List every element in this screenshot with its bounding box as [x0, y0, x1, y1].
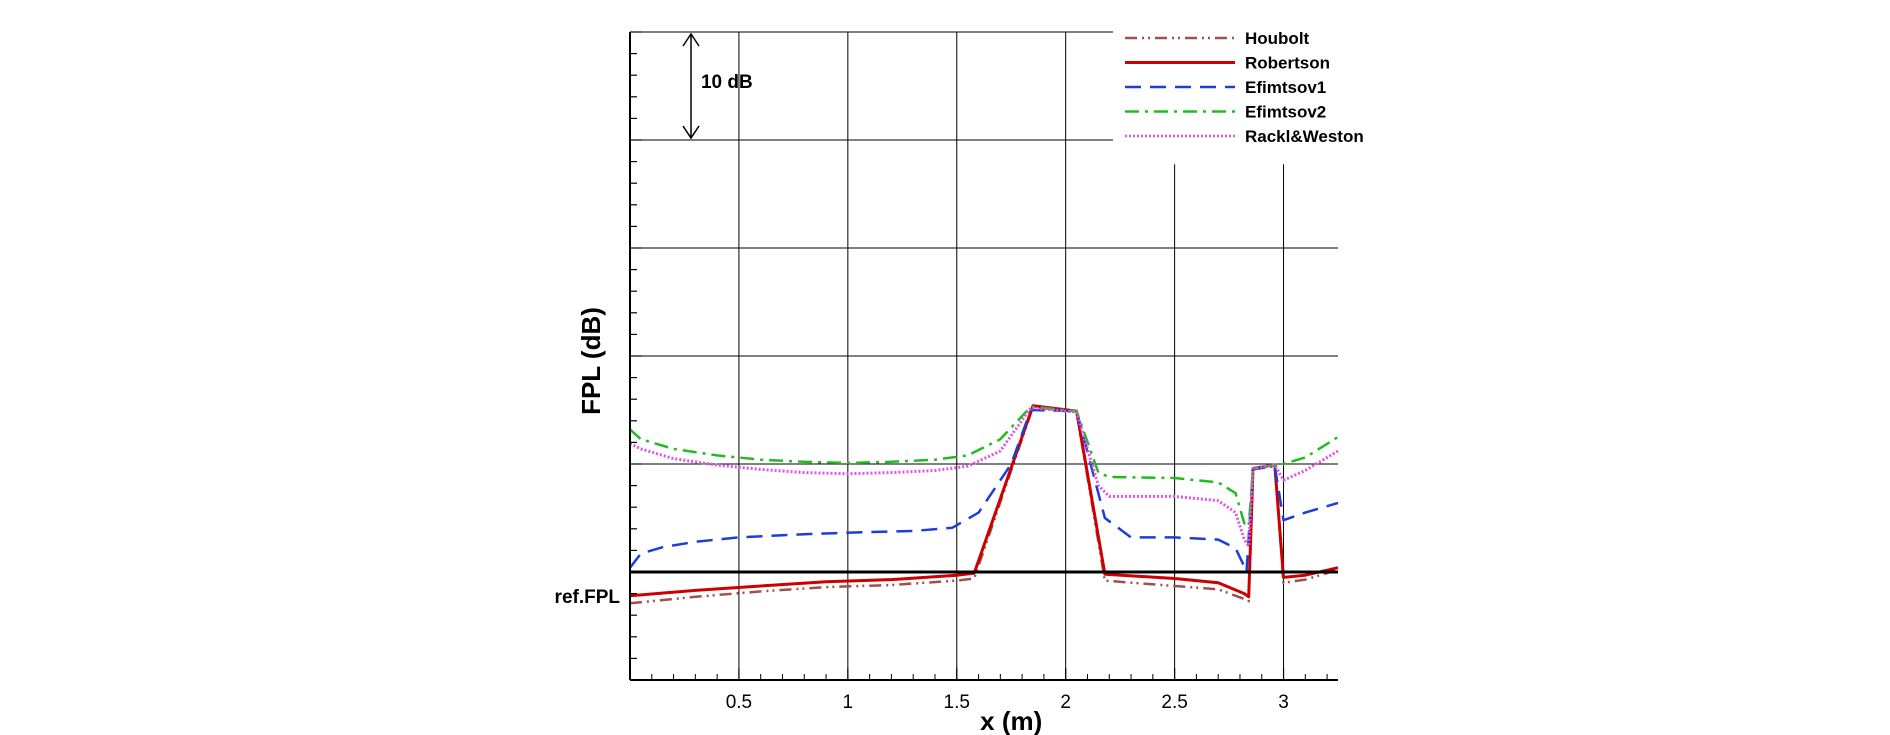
reference-line-label: ref.FPL — [555, 587, 621, 608]
x-tick-label: 2 — [1060, 692, 1071, 713]
x-axis-title: x (m) — [980, 706, 1042, 735]
axis-layer: ref.FPL 0.5 1 1.5 2 2.5 3 — [555, 31, 1338, 713]
legend-label: Houbolt — [1245, 29, 1310, 48]
legend: Houbolt Robertson Efimtsov1 Efimtsov2 Rackl&… — [1125, 29, 1364, 146]
series-layer — [629, 404, 1339, 605]
annotations: 10 dB — [682, 32, 753, 140]
x-tick-label: 2.5 — [1161, 692, 1187, 713]
legend-label: Efimtsov2 — [1245, 103, 1326, 122]
x-tick-label: 3 — [1278, 692, 1289, 713]
y-axis-title: FPL (dB) — [576, 307, 606, 415]
series-line-rackl-weston — [629, 406, 1339, 548]
x-tick-label: 1.5 — [944, 692, 970, 713]
legend-label: Rackl&Weston — [1245, 127, 1364, 146]
scale-label: 10 dB — [701, 72, 753, 93]
scale-arrow-head-top — [682, 32, 700, 47]
x-tick-label: 1 — [843, 692, 854, 713]
legend-label: Robertson — [1245, 54, 1330, 73]
legend-label: Efimtsov1 — [1245, 78, 1326, 97]
grid-layer — [630, 31, 1338, 680]
series-line-robertson — [629, 404, 1339, 599]
x-tick-label: 0.5 — [726, 692, 752, 713]
scale-arrow-head-bottom — [682, 125, 700, 140]
series-line-houbolt — [629, 405, 1339, 605]
